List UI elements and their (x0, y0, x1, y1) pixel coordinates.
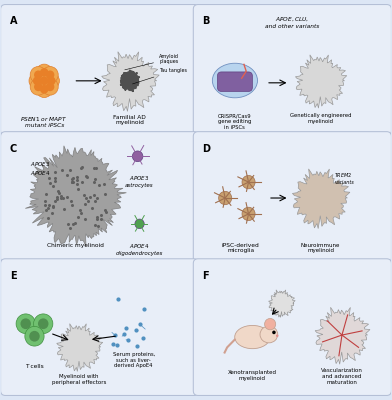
Text: Amyloid
plaques: Amyloid plaques (125, 54, 179, 70)
Polygon shape (102, 52, 159, 112)
Circle shape (40, 76, 49, 85)
Text: $\it{APOE3}$
astrocytes: $\it{APOE3}$ astrocytes (125, 174, 154, 188)
Text: C: C (10, 144, 17, 154)
FancyBboxPatch shape (193, 259, 391, 396)
Text: $\it{PSEN1}$ or $\it{MAPT}$
mutant iPSCs: $\it{PSEN1}$ or $\it{MAPT}$ mutant iPSCs (20, 114, 68, 128)
Polygon shape (269, 290, 295, 317)
Circle shape (132, 151, 143, 162)
Circle shape (20, 318, 31, 329)
FancyBboxPatch shape (1, 132, 199, 262)
Text: CRISPR/Cas9
gene editing
in iPSCs: CRISPR/Cas9 gene editing in iPSCs (218, 114, 252, 130)
Text: T cells: T cells (25, 364, 44, 369)
Text: $\it{APOE3}$
$\it{APOE4}$: $\it{APOE3}$ $\it{APOE4}$ (30, 160, 51, 178)
Text: Chimeric myelinoid: Chimeric myelinoid (47, 242, 104, 248)
FancyBboxPatch shape (1, 4, 199, 135)
Circle shape (272, 330, 276, 334)
Circle shape (242, 207, 255, 220)
Circle shape (242, 176, 255, 189)
Circle shape (25, 326, 44, 346)
Text: F: F (203, 271, 209, 281)
Circle shape (135, 219, 144, 228)
Polygon shape (25, 146, 126, 246)
Circle shape (38, 318, 49, 329)
Text: B: B (203, 16, 210, 26)
FancyBboxPatch shape (193, 4, 391, 135)
Polygon shape (315, 307, 370, 364)
Ellipse shape (260, 326, 278, 343)
Ellipse shape (235, 326, 270, 349)
Text: Neuroimmune
myelinoid: Neuroimmune myelinoid (301, 242, 340, 253)
Circle shape (46, 82, 54, 91)
Text: $\it{TREM2}$
variants: $\it{TREM2}$ variants (334, 171, 354, 185)
Circle shape (36, 64, 53, 81)
Circle shape (40, 85, 49, 94)
Circle shape (43, 72, 60, 89)
Text: D: D (203, 144, 211, 154)
Text: Genetically engineered
myelinoid: Genetically engineered myelinoid (290, 114, 351, 124)
FancyBboxPatch shape (218, 72, 252, 91)
Circle shape (42, 66, 58, 83)
Circle shape (34, 70, 43, 79)
Circle shape (30, 66, 46, 83)
Circle shape (16, 314, 35, 334)
Circle shape (34, 82, 43, 91)
Text: Xenotransplanted
myelinoid: Xenotransplanted myelinoid (228, 370, 277, 381)
Text: Serum proteins,
such as liver-
derived ApoE4: Serum proteins, such as liver- derived A… (113, 352, 155, 368)
Circle shape (40, 68, 49, 77)
Text: A: A (10, 16, 18, 26)
Circle shape (36, 72, 53, 89)
Circle shape (29, 331, 40, 342)
Circle shape (47, 76, 56, 85)
Circle shape (30, 78, 46, 95)
Text: $\it{APOE, CLU,}$
and other variants: $\it{APOE, CLU,}$ and other variants (265, 15, 319, 28)
FancyBboxPatch shape (1, 259, 199, 396)
FancyBboxPatch shape (193, 132, 391, 262)
Text: $\it{APOE4}$
oligodendrocytes: $\it{APOE4}$ oligodendrocytes (116, 242, 163, 256)
Polygon shape (120, 70, 140, 92)
Text: Myelinoid with
peripheral effectors: Myelinoid with peripheral effectors (52, 374, 106, 385)
Circle shape (265, 318, 276, 330)
Text: E: E (10, 271, 16, 281)
Circle shape (276, 334, 278, 337)
Circle shape (46, 70, 54, 79)
Polygon shape (57, 324, 103, 372)
Circle shape (33, 76, 42, 85)
Circle shape (34, 314, 53, 334)
Text: iPSC-derived
microglia: iPSC-derived microglia (222, 242, 260, 253)
Polygon shape (292, 169, 350, 228)
Text: Tau tangles: Tau tangles (132, 68, 187, 84)
Ellipse shape (212, 63, 258, 98)
Circle shape (219, 191, 232, 205)
Polygon shape (296, 55, 347, 108)
Circle shape (36, 81, 53, 98)
Text: Familial AD
myelinoid: Familial AD myelinoid (113, 114, 146, 125)
Circle shape (42, 78, 58, 95)
Circle shape (29, 72, 45, 89)
Text: Vascularization
and advanced
maturation: Vascularization and advanced maturation (321, 368, 363, 385)
